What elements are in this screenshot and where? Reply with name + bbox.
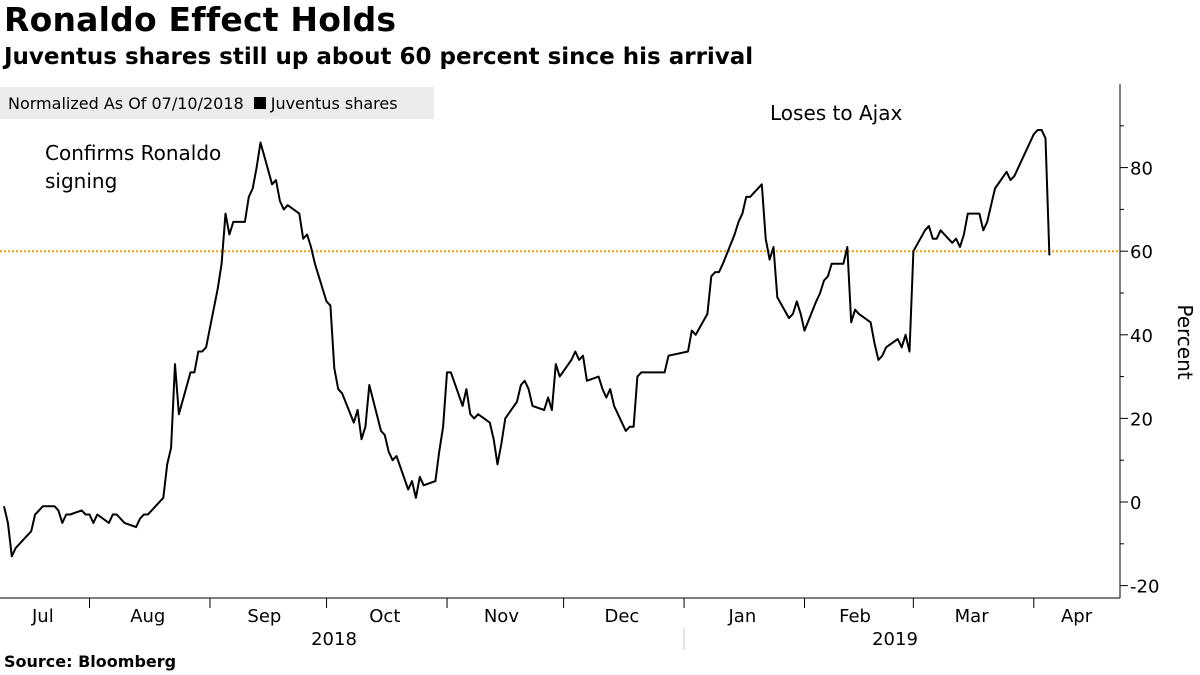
- x-tick-label: Dec: [604, 606, 639, 627]
- x-tick-label: Oct: [369, 606, 400, 627]
- x-tick-label: Aug: [130, 606, 165, 627]
- legend-swatch: [253, 97, 266, 109]
- x-tick-label: Mar: [955, 606, 990, 627]
- series-line-juventus-shares: [3, 129, 1051, 558]
- legend-bar: Normalized As Of 07/10/2018 Juventus sha…: [0, 87, 434, 119]
- source-note: Source: Bloomberg: [4, 652, 177, 671]
- year-label-2018: 2018: [311, 629, 357, 650]
- x-tick-label: Apr: [1061, 606, 1093, 627]
- series-group: [3, 129, 1051, 558]
- y-tick-label: 80: [1130, 159, 1153, 180]
- y-tick-label: -20: [1130, 577, 1159, 598]
- chart-axes: -20 0 20 40 60 80 Jul Aug Sep Oct Nov Dec Jan Feb Mar A…: [0, 84, 1159, 650]
- y-tick-label: 20: [1130, 409, 1153, 430]
- chart-title: Ronaldo Effect Holds: [4, 0, 397, 39]
- annotation-loses-to-ajax: Loses to Ajax: [770, 101, 902, 125]
- x-tick-label: Nov: [484, 606, 519, 627]
- legend-item-juventus: Juventus shares: [253, 93, 398, 113]
- x-tick-label: Sep: [247, 606, 281, 627]
- y-tick-label: 40: [1130, 326, 1153, 347]
- y-tick-label: 60: [1130, 242, 1153, 263]
- y-tick-label: 0: [1130, 493, 1141, 514]
- chart-subtitle: Juventus shares still up about 60 percen…: [4, 44, 754, 70]
- x-tick-label: Jan: [727, 606, 756, 627]
- legend-normalized-text: Normalized As Of 07/10/2018: [8, 93, 244, 113]
- y-axis-label: Percent: [1173, 304, 1197, 379]
- year-label-2019: 2019: [872, 629, 918, 650]
- x-tick-label: Jul: [31, 606, 54, 627]
- x-tick-label: Feb: [839, 606, 871, 627]
- legend-series-label: Juventus shares: [270, 93, 398, 113]
- annotation-confirms-line2: signing: [45, 169, 117, 193]
- annotation-confirms-line1: Confirms Ronaldo: [45, 141, 221, 165]
